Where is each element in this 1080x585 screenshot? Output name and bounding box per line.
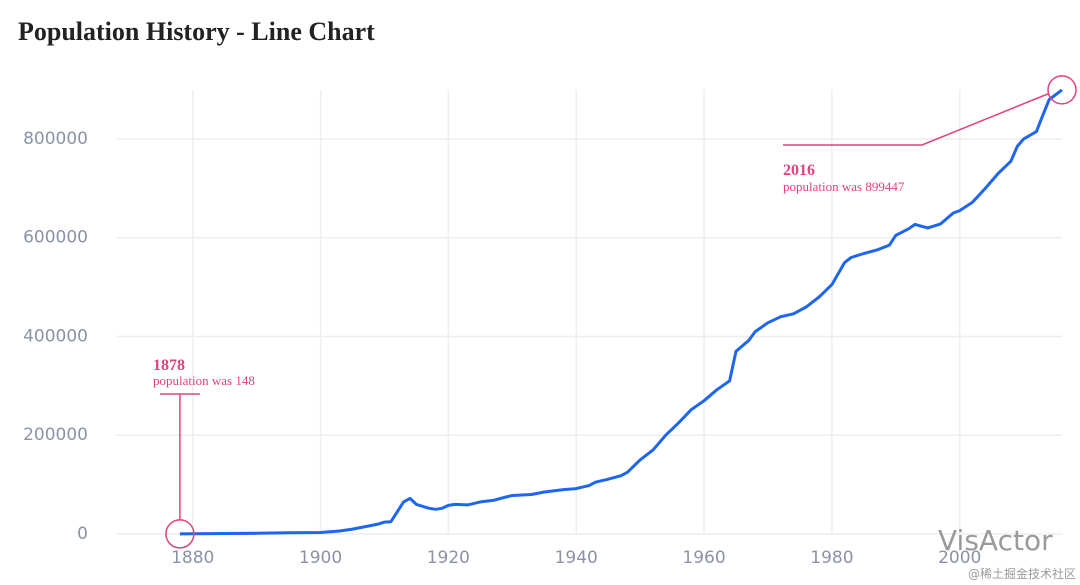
y-tick-label: 800000	[23, 129, 88, 149]
x-tick-label: 1900	[299, 548, 342, 568]
x-tick-label: 1980	[810, 548, 853, 568]
data-line	[179, 88, 1063, 536]
annotation-title: 1878	[153, 357, 185, 374]
y-tick-label: 600000	[23, 228, 88, 248]
source-label: @稀土掘金技术社区	[968, 566, 1076, 581]
annotation-title: 2016	[783, 162, 815, 179]
x-tick-label: 1960	[682, 548, 725, 568]
y-tick-label: 0	[77, 524, 88, 544]
annotation-text: population was 148	[153, 373, 255, 388]
y-tick-label: 400000	[23, 326, 88, 346]
y-tick-label: 200000	[23, 425, 88, 445]
chart-title: Population History - Line Chart	[18, 17, 375, 46]
x-tick-label: 1920	[427, 548, 470, 568]
watermark: VisActor	[938, 524, 1053, 557]
annotation-line	[783, 93, 1049, 146]
x-tick-label: 1940	[555, 548, 598, 568]
annotation-text: population was 899447	[783, 179, 905, 194]
annotation-marker	[1047, 75, 1077, 105]
x-tick-label: 1880	[171, 548, 214, 568]
x-tick-label: 2000	[938, 548, 981, 568]
